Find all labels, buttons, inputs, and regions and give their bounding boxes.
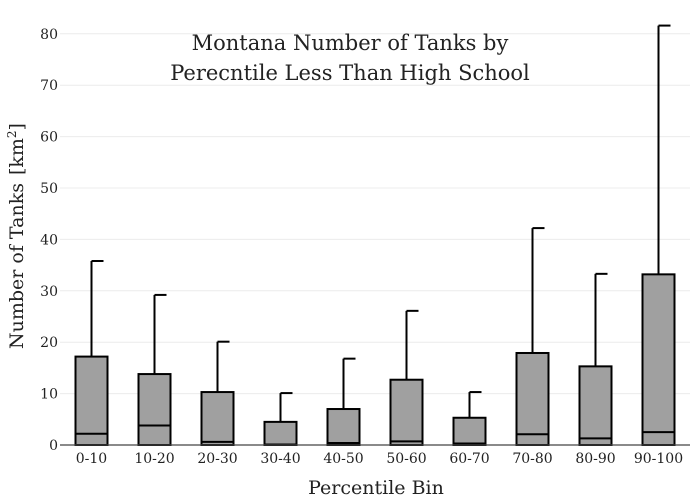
y-tick-label: 50	[40, 181, 58, 197]
box-10-20	[137, 293, 172, 446]
box-70-80	[515, 227, 550, 446]
y-tick-label: 20	[40, 335, 58, 351]
y-tick-label: 60	[40, 130, 58, 146]
box-50-60	[389, 309, 424, 446]
y-axis-label-main: Number of Tanks	[6, 183, 28, 349]
x-tick-label: 10-20	[134, 451, 174, 467]
box-body	[452, 416, 487, 446]
y-axis-label: Number of Tanks [km2]	[5, 123, 28, 349]
y-tick-labels: 0 10 20 30 40 50 60 70 80	[40, 27, 58, 454]
y-tick-label: 40	[40, 232, 58, 248]
box-90-100	[641, 24, 676, 446]
x-tick-label: 20-30	[197, 451, 237, 467]
x-tick-label: 60-70	[449, 451, 489, 467]
x-tick-label: 30-40	[260, 451, 300, 467]
box-body	[641, 273, 676, 446]
y-tick-label: 10	[40, 387, 58, 403]
box-30-40	[263, 392, 298, 446]
y-axis-label-unit-sup: 2	[5, 130, 19, 138]
box-80-90	[578, 272, 613, 446]
box-0-10	[74, 259, 109, 447]
box-body	[326, 408, 361, 446]
boxes	[74, 24, 676, 447]
box-body	[200, 391, 235, 447]
gridlines	[60, 33, 690, 395]
box-40-50	[326, 357, 361, 446]
x-tick-label: 50-60	[386, 451, 426, 467]
box-body	[263, 420, 298, 446]
box-body	[578, 365, 613, 446]
x-tick-labels: 0-10 10-20 20-30 30-40 40-50 50-60 60-70 70-80 8…	[76, 451, 683, 467]
y-axis-label-unit-close: ]	[6, 123, 28, 130]
y-tick-label: 70	[40, 78, 58, 94]
box-body	[515, 351, 550, 446]
x-tick-label: 70-80	[512, 451, 552, 467]
y-axis-label-unit-open: [km	[6, 138, 28, 175]
box-body	[389, 378, 424, 446]
box-60-70	[452, 391, 487, 446]
y-tick-label: 0	[49, 438, 58, 454]
x-axis-label: Percentile Bin	[308, 477, 444, 499]
chart-title-line-2: Perecntile Less Than High School	[170, 61, 530, 85]
x-tick-label: 90-100	[634, 451, 683, 467]
y-tick-label: 30	[40, 284, 58, 300]
chart-title-line-1: Montana Number of Tanks by	[192, 31, 509, 55]
x-tick-label: 0-10	[76, 451, 107, 467]
box-body	[74, 355, 109, 447]
box-20-30	[200, 340, 235, 447]
box-body	[137, 373, 172, 446]
x-tick-label: 80-90	[575, 451, 615, 467]
x-tick-label: 40-50	[323, 451, 363, 467]
y-tick-label: 80	[40, 27, 58, 43]
